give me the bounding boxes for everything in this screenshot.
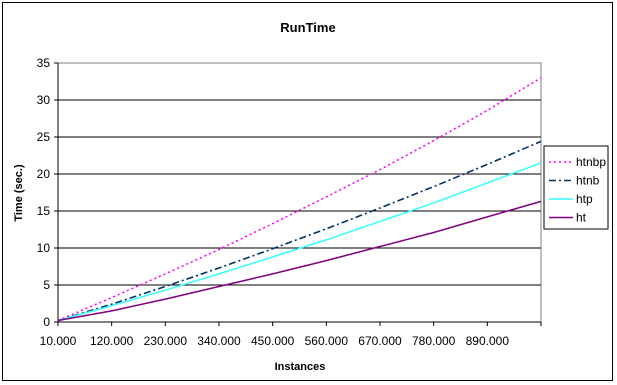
x-tick-label: 340.000 <box>197 334 241 348</box>
series-line-ht <box>57 200 542 322</box>
x-tick-label: 10.000 <box>40 334 77 348</box>
y-axis-title: Time (sec.) <box>13 164 25 222</box>
x-axis-title: Instances <box>275 361 326 373</box>
x-axis-ticks: 10.000 120.000 230.000 340.000 450.000 560.00… <box>40 322 542 348</box>
y-tick-label: 25 <box>37 130 51 144</box>
x-tick-label: 120.000 <box>90 334 134 348</box>
x-tick-label: 890.000 <box>466 334 510 348</box>
legend-label-htp: htp <box>576 192 593 206</box>
x-tick-label: 780.000 <box>412 334 456 348</box>
legend-label-htnb: htnb <box>576 174 600 188</box>
y-tick-label: 30 <box>37 93 51 107</box>
y-tick-label: 0 <box>43 315 50 329</box>
legend: htnbp htnb htp ht <box>543 145 609 230</box>
series-line-htnb <box>57 140 542 322</box>
plot-area: 0 5 10 15 20 25 30 35 10.000 120.000 230.000 340.0… <box>37 56 542 348</box>
y-axis-ticks: 0 5 10 15 20 25 30 35 <box>37 56 541 329</box>
x-tick-label: 230.000 <box>144 334 188 348</box>
legend-box <box>543 145 609 230</box>
series-line-htp <box>57 162 542 322</box>
plot-background <box>57 62 542 323</box>
y-tick-label: 35 <box>37 56 51 70</box>
y-tick-label: 20 <box>37 167 51 181</box>
series-lines <box>57 77 542 322</box>
gridlines <box>58 99 541 286</box>
chart-title: RunTime <box>280 20 335 35</box>
legend-label-htnbp: htnbp <box>576 155 606 169</box>
y-tick-label: 5 <box>43 278 50 292</box>
series-line-htnbp <box>57 77 542 322</box>
legend-label-ht: ht <box>576 211 587 225</box>
x-tick-label: 450.000 <box>251 334 295 348</box>
x-tick-label: 560.000 <box>305 334 349 348</box>
x-tick-label: 670.000 <box>358 334 402 348</box>
y-tick-label: 10 <box>37 241 51 255</box>
y-tick-label: 15 <box>37 204 51 218</box>
